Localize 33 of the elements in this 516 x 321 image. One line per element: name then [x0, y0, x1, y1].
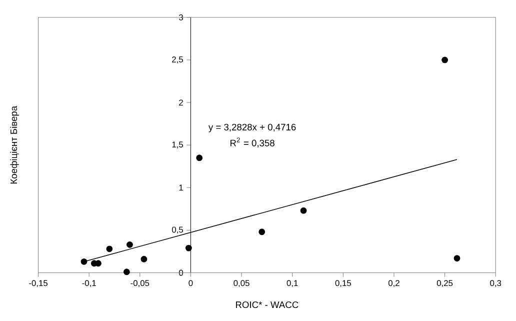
point [140, 256, 148, 262]
point [185, 244, 192, 252]
x-tick-label: 0,2 [388, 280, 400, 288]
point [300, 207, 307, 214]
x-tick-label: 0,15 [335, 280, 351, 288]
y-tick-label: 2 [179, 100, 183, 106]
point [442, 56, 448, 64]
x-tick-label: -0,05 [130, 280, 150, 288]
y-tick-label: 1 [179, 184, 183, 191]
point [95, 260, 102, 267]
y-tick-label: 2,5 [172, 56, 183, 64]
y-tick-label: 3 [178, 14, 183, 20]
x-tick-label: -0,15 [29, 280, 48, 288]
y-tick-label: 0 [179, 270, 184, 276]
y-tick-label: 0,5 [172, 226, 183, 234]
point [126, 241, 133, 248]
point [258, 228, 266, 236]
x-tick-label: 0,05 [234, 280, 250, 288]
point [454, 255, 460, 262]
point [123, 268, 130, 276]
x-axis-title: ROIC* - WACC [236, 301, 298, 308]
x-tick-label: 0,25 [436, 280, 453, 288]
annotation: y = 3,2828x + 0,4716 [208, 124, 296, 132]
y-axis-title: Коефіцієнт Бівера [10, 106, 19, 184]
x-tick-label: 0,3 [490, 280, 502, 288]
annotation: R$^{2}$ = 0,358 [230, 138, 274, 148]
point [80, 258, 88, 265]
x-tick-label: -0,1 [82, 280, 96, 288]
point [196, 154, 203, 162]
point [106, 246, 113, 252]
x-tick-label: 0,1 [286, 280, 298, 288]
y-tick-label: 1,5 [172, 142, 183, 148]
x-tick-label: 0 [188, 280, 193, 286]
